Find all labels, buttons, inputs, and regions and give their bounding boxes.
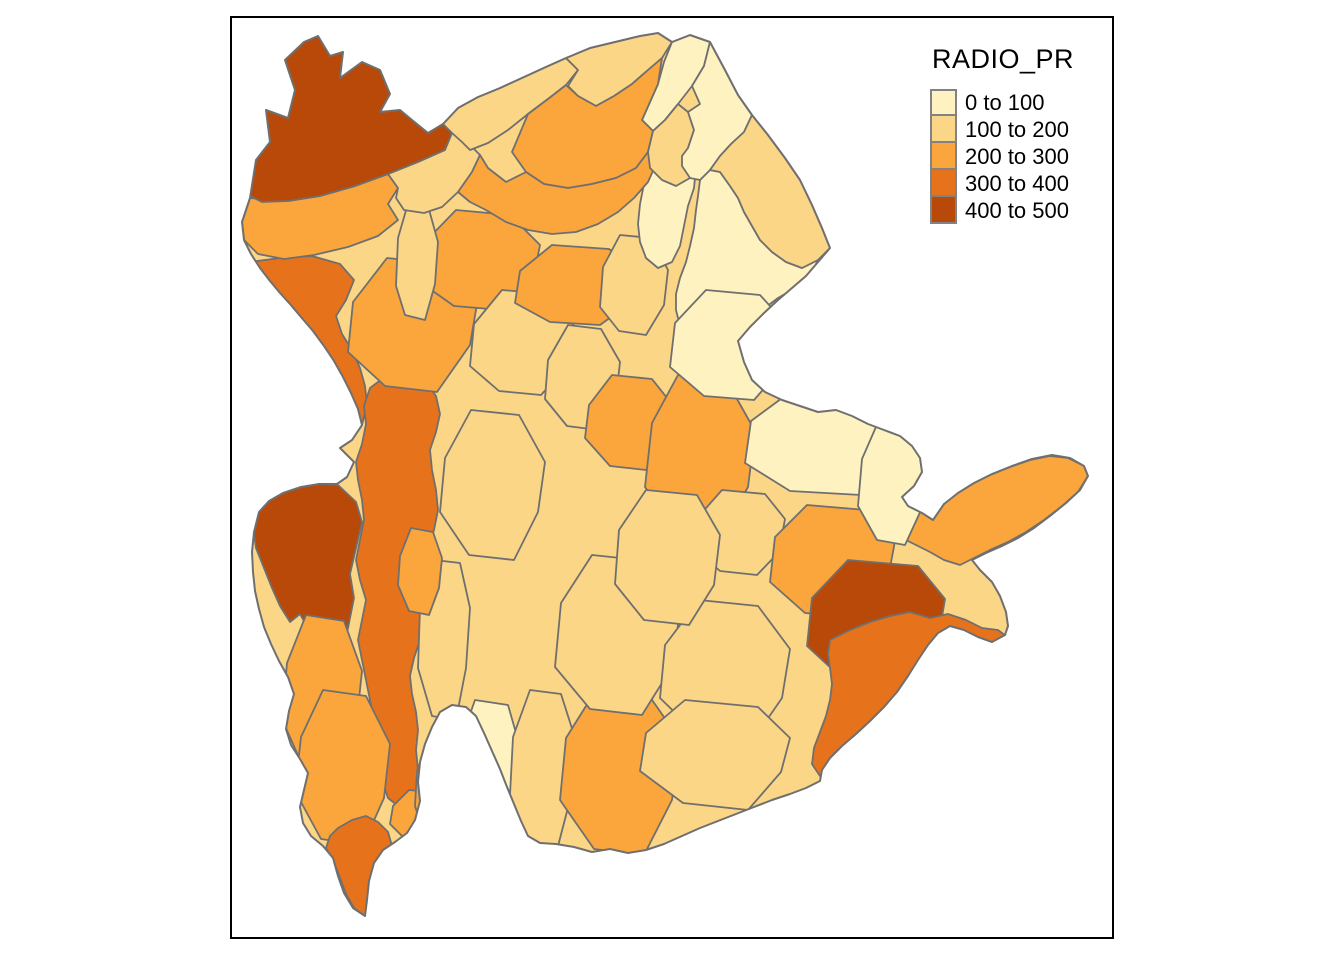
map-outline (241, 32, 1089, 917)
legend-label: 200 to 300 (965, 143, 1069, 169)
legend-swatch (930, 141, 957, 170)
legend-swatch (930, 195, 957, 224)
map-region (397, 527, 443, 616)
legend-label: 300 to 400 (965, 170, 1069, 196)
legend-label: 0 to 100 (965, 89, 1045, 115)
legend-item: 300 to 400 (930, 168, 1074, 197)
legend-label: 400 to 500 (965, 197, 1069, 223)
legend-swatch (930, 114, 957, 143)
legend-swatch (930, 168, 957, 197)
legend-item: 400 to 500 (930, 195, 1074, 224)
legend-item: 0 to 100 (930, 89, 1074, 116)
map-region (614, 489, 721, 626)
legend: RADIO_PR 0 to 100 100 to 200 200 to 300 … (930, 44, 1074, 224)
map-region (439, 409, 546, 561)
legend-item: 200 to 300 (930, 141, 1074, 170)
legend-label: 100 to 200 (965, 116, 1069, 142)
map-region (395, 199, 439, 321)
legend-item: 100 to 200 (930, 114, 1074, 143)
legend-title: RADIO_PR (932, 44, 1075, 74)
legend-swatch (930, 89, 957, 116)
